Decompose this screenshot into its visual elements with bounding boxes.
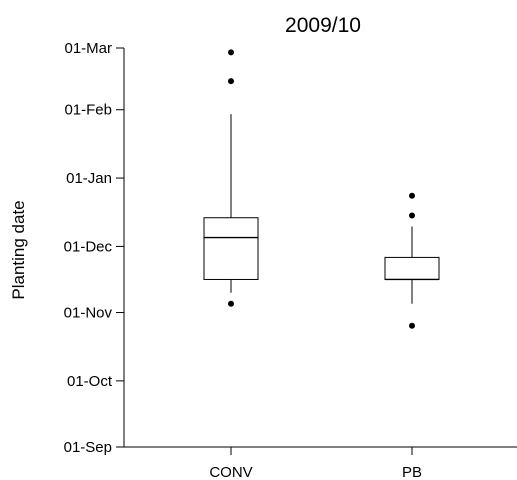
iqr-box (203, 217, 259, 280)
iqr-box (384, 256, 440, 280)
y-tick-label: 01-Sep (64, 439, 112, 456)
outlier-point (409, 212, 415, 219)
y-tick-label: 01-Oct (67, 373, 113, 390)
x-tick-label: CONV (209, 464, 252, 480)
outlier-point (228, 49, 234, 56)
outlier-point (409, 322, 415, 329)
outlier-point (228, 78, 234, 85)
x-tick-label: PB (402, 464, 422, 480)
chart-title: 2009/10 (285, 14, 361, 37)
y-tick-label: 01-Jan (66, 170, 112, 187)
y-axis-label: Planting date (9, 200, 28, 299)
y-tick-label: 01-Mar (64, 40, 112, 57)
y-tick-label: 01-Nov (64, 305, 113, 322)
plot-marks: 01-Sep 01-Oct 01-Nov 01-Dec 01-Jan 01-Feb 01-M… (64, 40, 440, 480)
y-tick-label: 01-Feb (64, 102, 112, 119)
outlier-point (228, 300, 234, 307)
y-tick-label: 01-Dec (64, 238, 113, 255)
outlier-point (409, 192, 415, 199)
